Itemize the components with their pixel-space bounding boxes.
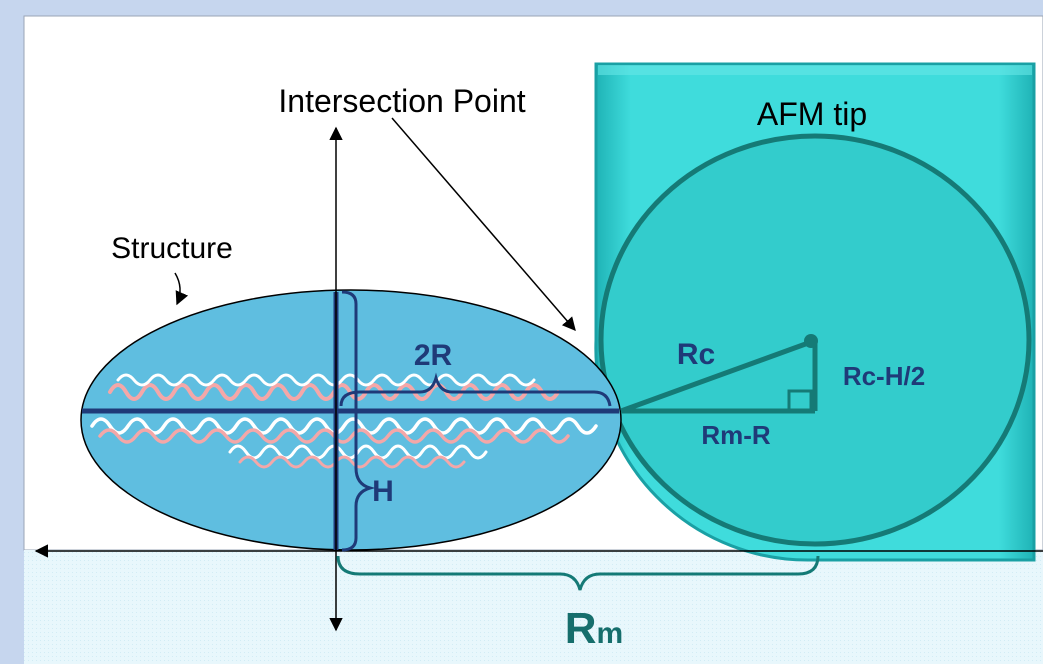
intersection-pointer (391, 117, 576, 332)
brace-h (341, 290, 376, 552)
brace-rm (336, 555, 820, 591)
afm-tip-label: AFM tip (757, 96, 867, 132)
rc-minus-half-h-label: Rc-H/2 (843, 361, 925, 391)
tip-center-dot-icon (804, 334, 818, 348)
rm-label-sub: m (597, 617, 624, 650)
two-r-label: 2R (414, 339, 453, 372)
rm-label-main: R (565, 604, 597, 653)
rm-minus-r-label: Rm-R (701, 420, 771, 450)
rc-line (620, 339, 812, 414)
brace-2r (339, 372, 612, 407)
right-angle-marker-icon (787, 389, 813, 413)
afm-tip-top-bevel (598, 65, 1032, 75)
rm-label: Rm (565, 604, 623, 653)
h-label: H (372, 475, 394, 508)
structure-pointer (174, 272, 189, 306)
substrate (24, 550, 1043, 664)
intersection-point-label: Intersection Point (278, 83, 525, 119)
structure-label: Structure (111, 232, 233, 265)
rc-label: Rc (677, 338, 715, 371)
